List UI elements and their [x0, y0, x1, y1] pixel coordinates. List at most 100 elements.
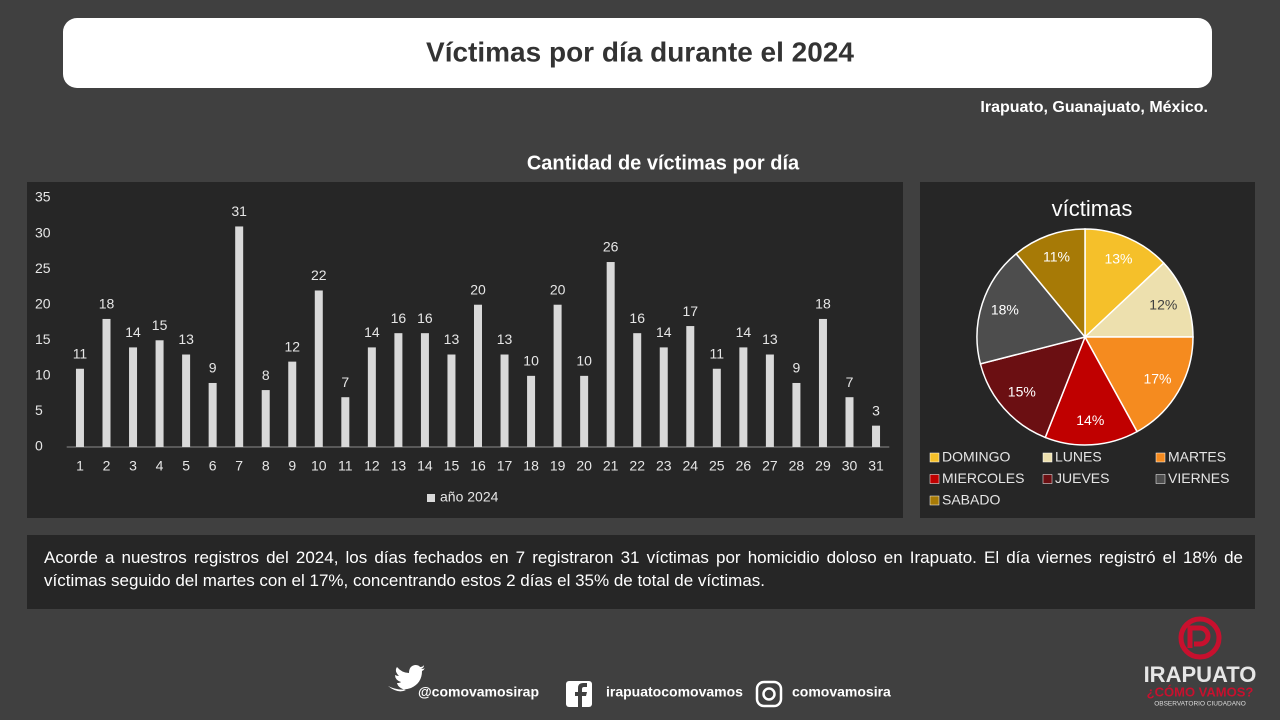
x-tick-label: 16 [470, 458, 486, 474]
facebook-glyph [575, 683, 587, 707]
data-label: 13 [762, 331, 778, 347]
bar [208, 382, 217, 447]
bar-panel [27, 182, 903, 518]
data-label: 12 [284, 338, 300, 354]
pie-label: 18% [991, 302, 1019, 318]
data-label: 16 [391, 310, 407, 326]
data-label: 7 [341, 374, 349, 390]
pie-slice [1015, 228, 1086, 340]
x-tick-label: 26 [736, 458, 752, 474]
x-tick-label: 12 [364, 458, 380, 474]
pie-label: 11% [1043, 248, 1070, 264]
bar [792, 382, 801, 447]
x-tick-label: 21 [603, 458, 619, 474]
x-tick-label: 3 [129, 458, 137, 474]
pie-title: víctimas [1052, 196, 1133, 221]
data-label: 26 [603, 239, 619, 255]
facebook-handle: irapuatocomovamos [606, 684, 743, 700]
location: Irapuato, Guanajuato, México. [980, 99, 1208, 116]
legend-swatch [929, 474, 940, 484]
twitter-icon [388, 665, 425, 692]
data-label: 13 [444, 331, 460, 347]
data-label: 18 [99, 296, 115, 312]
bar [367, 347, 376, 447]
bar [235, 226, 244, 447]
x-tick-label: 14 [417, 458, 433, 474]
legend-label: DOMINGO [942, 449, 1011, 465]
twitter-handle: @comovamosirap [418, 684, 539, 700]
instagram-icon [755, 680, 783, 708]
pie-label: 13% [1104, 250, 1132, 266]
data-label: 17 [682, 303, 698, 319]
legend-swatch [427, 494, 435, 502]
bar [420, 333, 429, 447]
y-tick-label: 20 [35, 295, 51, 311]
bar [500, 354, 509, 447]
x-tick-label: 11 [338, 458, 353, 474]
x-tick-label: 13 [391, 458, 407, 474]
y-tick-label: 30 [35, 224, 51, 240]
instagram-handle: comovamosira [792, 684, 891, 700]
bar [553, 304, 562, 447]
legend-label: LUNES [1055, 449, 1102, 465]
x-tick-label: 9 [288, 458, 296, 474]
logo-tagline: ¿CÓMO VAMOS? [1147, 684, 1254, 699]
data-label: 3 [872, 402, 880, 418]
bar [182, 354, 191, 447]
x-tick-label: 22 [629, 458, 645, 474]
y-tick-label: 35 [35, 189, 51, 205]
bar [606, 262, 615, 447]
data-label: 20 [470, 281, 486, 297]
legend-label: VIERNES [1168, 470, 1229, 486]
x-tick-label: 4 [156, 458, 164, 474]
x-tick-label: 7 [235, 458, 243, 474]
data-label: 13 [178, 331, 194, 347]
x-tick-label: 5 [182, 458, 190, 474]
bar [288, 361, 297, 447]
data-label: 20 [550, 281, 566, 297]
pie-label: 14% [1076, 412, 1104, 428]
x-tick-label: 2 [103, 458, 111, 474]
data-label: 31 [231, 203, 247, 219]
legend-label: MARTES [1168, 449, 1226, 465]
x-tick-label: 31 [868, 458, 884, 474]
bar [102, 318, 111, 447]
data-label: 14 [364, 324, 380, 340]
instagram-lens [762, 687, 776, 701]
x-tick-label: 27 [762, 458, 778, 474]
pie-slice [979, 335, 1087, 439]
pie-label: 12% [1149, 297, 1177, 313]
x-tick-label: 25 [709, 458, 725, 474]
data-label: 10 [576, 353, 592, 369]
x-tick-label: 8 [262, 458, 270, 474]
legend-label: año 2024 [440, 489, 499, 505]
logo-p [1187, 625, 1211, 648]
x-tick-label: 6 [209, 458, 217, 474]
pie-label: 15% [1008, 383, 1036, 399]
data-label: 9 [209, 360, 217, 376]
header-box [63, 18, 1212, 88]
bar [447, 354, 456, 447]
data-label: 13 [497, 331, 513, 347]
x-tick-label: 24 [682, 458, 698, 474]
data-label: 9 [793, 360, 801, 376]
data-label: 18 [815, 296, 831, 312]
y-tick-label: 0 [35, 438, 43, 454]
bar [314, 290, 323, 447]
bar [659, 347, 668, 447]
bar [818, 318, 827, 447]
bar [261, 390, 270, 447]
x-tick-label: 15 [444, 458, 460, 474]
bar-chart-title: Cantidad de víctimas por día [527, 152, 800, 174]
data-label: 16 [629, 310, 645, 326]
x-tick-label: 18 [523, 458, 539, 474]
bar [739, 347, 748, 447]
data-label: 16 [417, 310, 433, 326]
logo-name: IRAPUATO [1144, 662, 1257, 687]
x-tick-label: 30 [842, 458, 858, 474]
logo-mark [1178, 616, 1222, 660]
pie-slice [1083, 336, 1194, 433]
legend-swatch [1042, 452, 1053, 463]
bar [872, 425, 881, 447]
